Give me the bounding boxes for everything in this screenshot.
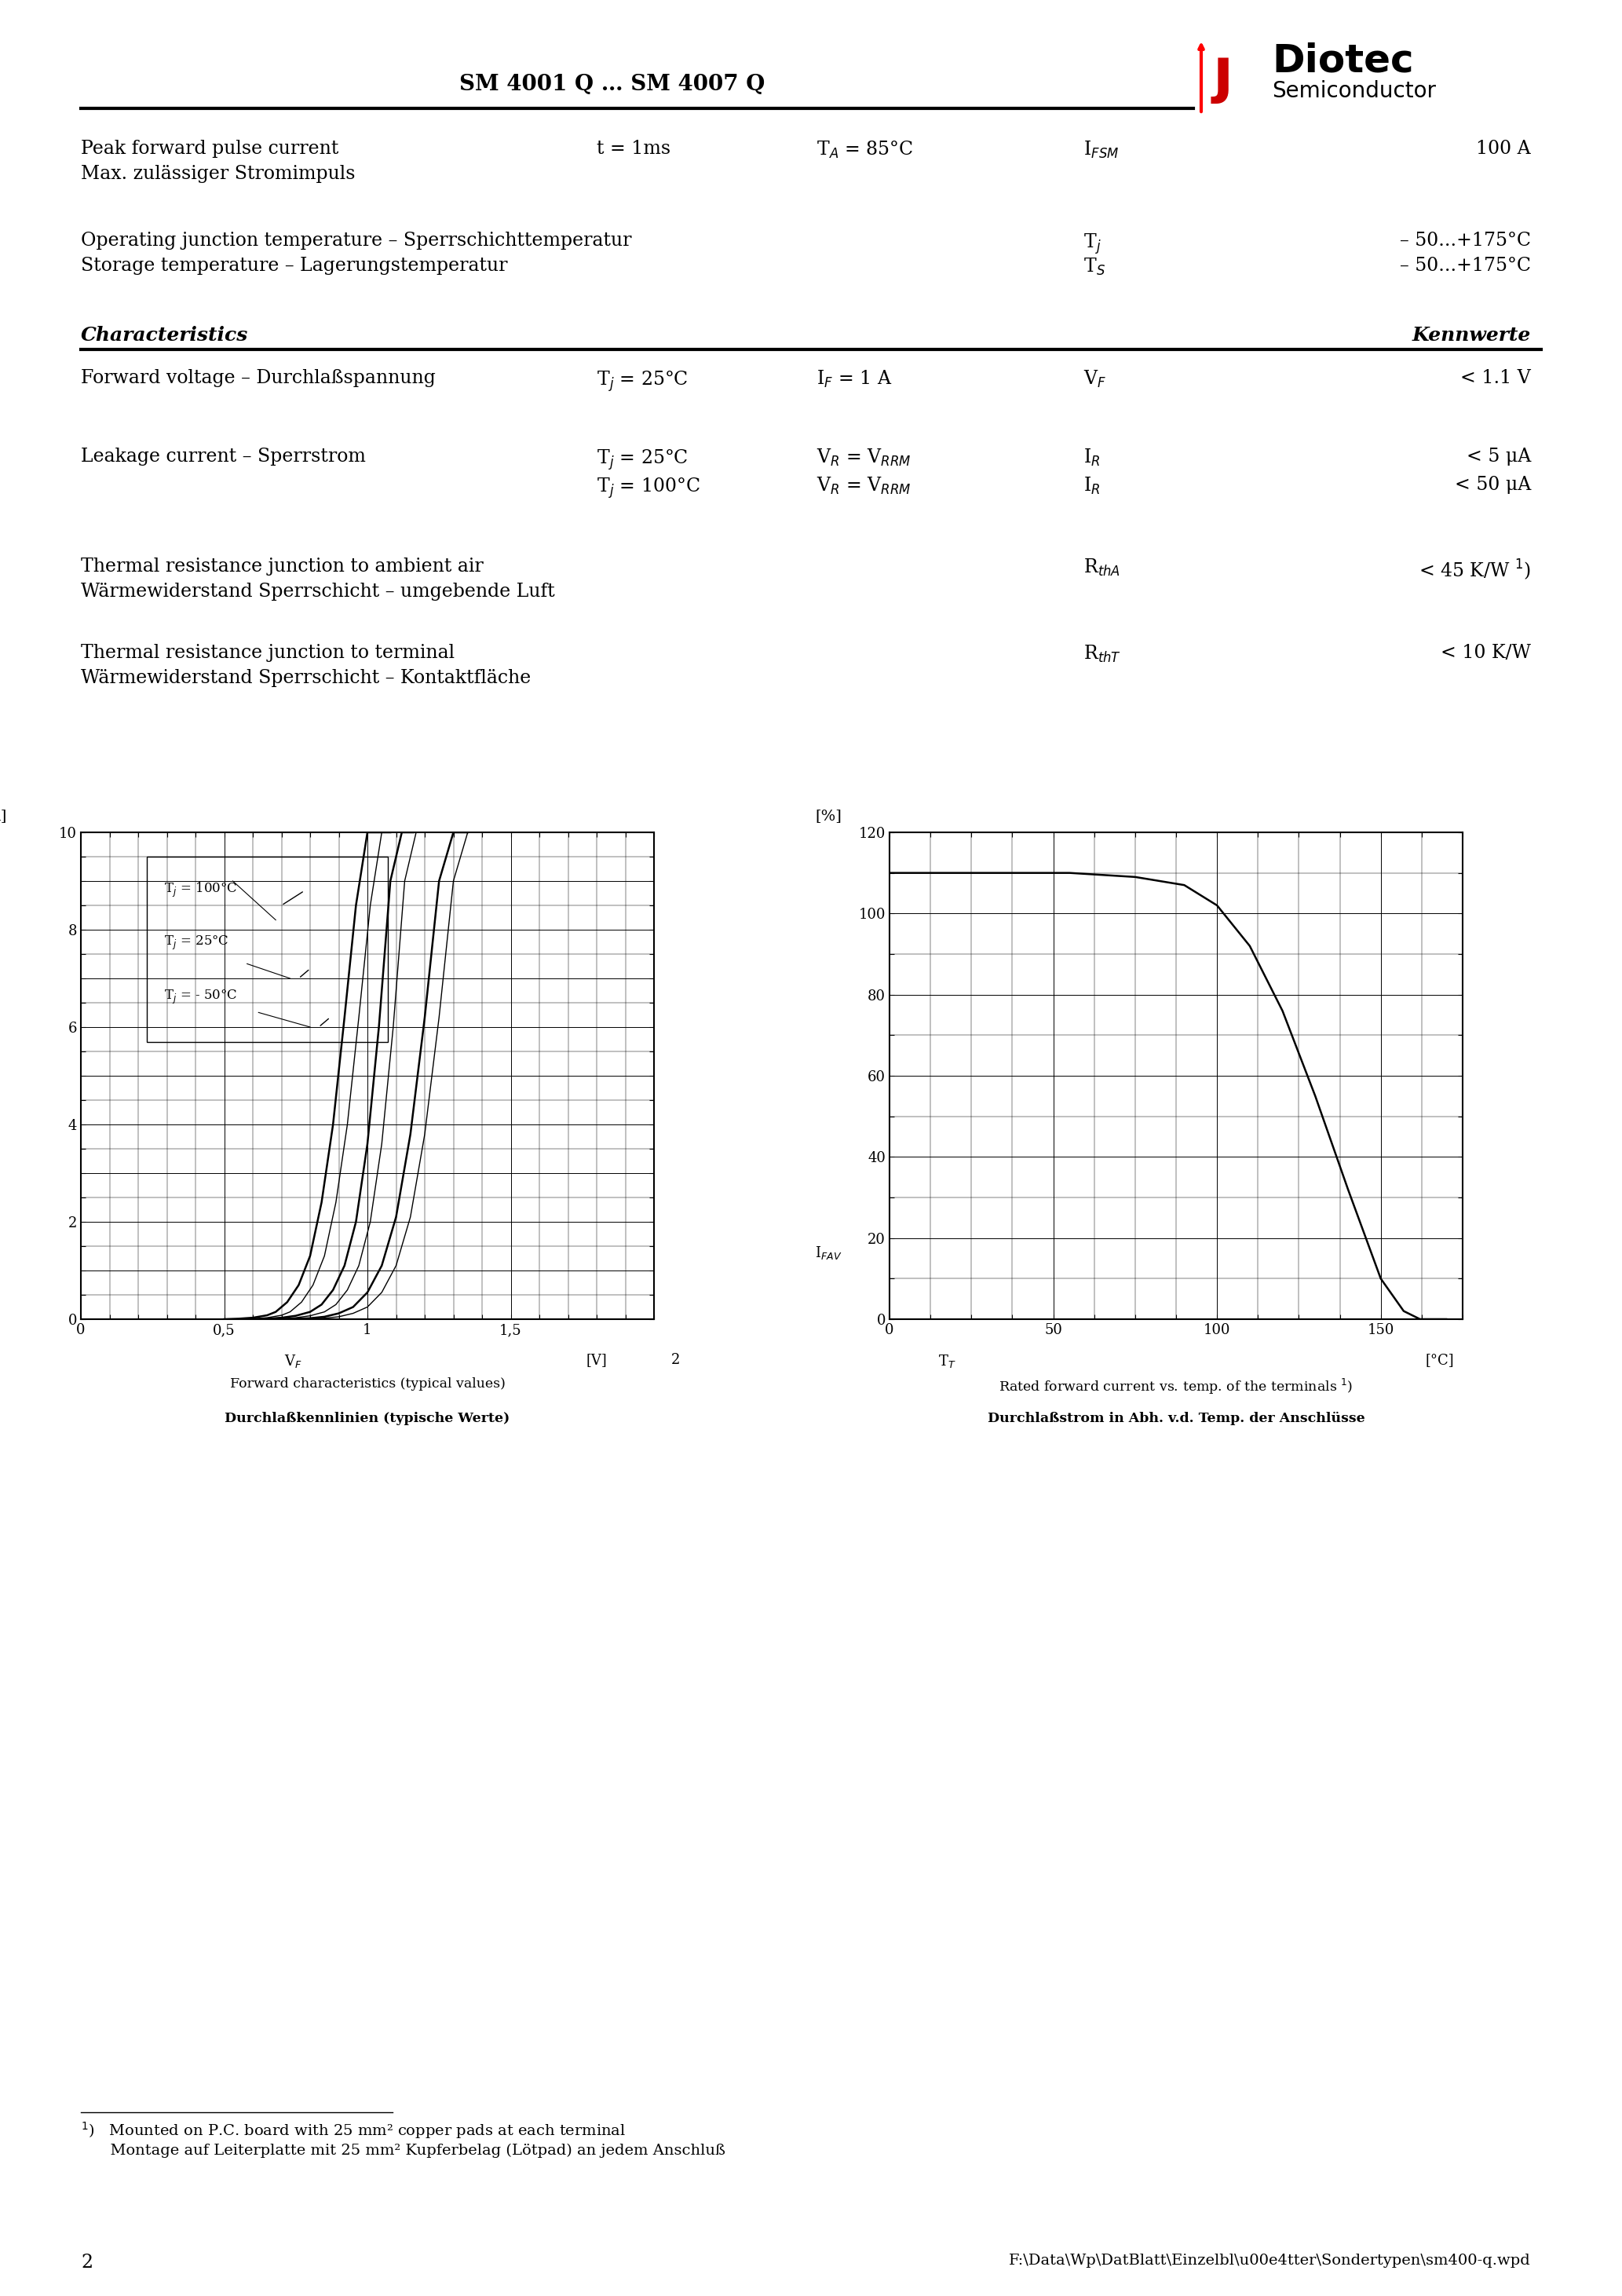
Text: – 50...+175°C: – 50...+175°C	[1400, 232, 1531, 250]
Text: 2: 2	[672, 1352, 680, 1368]
Text: T$_j$ = 25°C: T$_j$ = 25°C	[597, 448, 688, 471]
Text: Max. zulässiger Stromimpuls: Max. zulässiger Stromimpuls	[81, 165, 355, 184]
Text: T$_j$ = 100°C: T$_j$ = 100°C	[164, 882, 237, 900]
Text: T$_A$ = 85°C: T$_A$ = 85°C	[816, 140, 913, 161]
Text: T$_S$: T$_S$	[1083, 257, 1105, 278]
Text: V$_R$ = V$_{RRM}$: V$_R$ = V$_{RRM}$	[816, 475, 912, 496]
Bar	[146, 856, 388, 1042]
Text: I$_{FAV}$: I$_{FAV}$	[814, 1244, 842, 1261]
Text: Wärmewiderstand Sperrschicht – Kontaktfläche: Wärmewiderstand Sperrschicht – Kontaktfl…	[81, 668, 530, 687]
Text: T$_j$ = 25°C: T$_j$ = 25°C	[597, 370, 688, 393]
Text: Thermal resistance junction to terminal: Thermal resistance junction to terminal	[81, 643, 454, 661]
Text: T$_j$ = 25°C: T$_j$ = 25°C	[164, 934, 229, 953]
Text: Durchlaßstrom in Abh. v.d. Temp. der Anschlüsse: Durchlaßstrom in Abh. v.d. Temp. der Ans…	[988, 1412, 1364, 1426]
Text: V$_R$ = V$_{RRM}$: V$_R$ = V$_{RRM}$	[816, 448, 912, 468]
Text: < 10 K/W: < 10 K/W	[1440, 643, 1531, 661]
Text: SM 4001 Q … SM 4007 Q: SM 4001 Q … SM 4007 Q	[459, 73, 766, 96]
Text: Characteristics: Characteristics	[81, 326, 248, 344]
Text: < 45 K/W $^1$): < 45 K/W $^1$)	[1419, 558, 1531, 581]
Text: [°C]: [°C]	[1426, 1352, 1453, 1368]
Text: F:\Data\Wp\DatBlatt\Einzelbl\u00e4tter\Sondertypen\sm400-q.wpd: F:\Data\Wp\DatBlatt\Einzelbl\u00e4tter\S…	[1009, 2255, 1531, 2268]
Text: < 5 μA: < 5 μA	[1466, 448, 1531, 466]
Text: Diotec: Diotec	[1272, 41, 1414, 80]
Text: 2: 2	[81, 2255, 92, 2271]
Text: Forward characteristics (typical values): Forward characteristics (typical values)	[230, 1378, 504, 1391]
Text: V$_F$: V$_F$	[1083, 370, 1106, 390]
Text: [V]: [V]	[586, 1352, 607, 1368]
Text: R$_{thT}$: R$_{thT}$	[1083, 643, 1121, 664]
Text: I$_R$: I$_R$	[1083, 475, 1100, 496]
Text: Storage temperature – Lagerungstemperatur: Storage temperature – Lagerungstemperatu…	[81, 257, 508, 276]
Text: T$_j$ = 100°C: T$_j$ = 100°C	[597, 475, 701, 501]
Text: Rated forward current vs. temp. of the terminals $^1$): Rated forward current vs. temp. of the t…	[999, 1378, 1353, 1396]
Text: Kennwerte: Kennwerte	[1413, 326, 1531, 344]
Text: [%]: [%]	[814, 808, 842, 822]
Text: Peak forward pulse current: Peak forward pulse current	[81, 140, 339, 158]
Text: ȷ: ȷ	[1213, 46, 1233, 103]
Text: 100 A: 100 A	[1476, 140, 1531, 158]
Text: R$_{thA}$: R$_{thA}$	[1083, 558, 1121, 579]
Text: I$_{FSM}$: I$_{FSM}$	[1083, 140, 1119, 161]
Text: Durchlaßkennlinien (typische Werte): Durchlaßkennlinien (typische Werte)	[225, 1412, 509, 1426]
Text: Operating junction temperature – Sperrschichttemperatur: Operating junction temperature – Sperrsc…	[81, 232, 631, 250]
Text: T$_T$: T$_T$	[938, 1352, 955, 1371]
Text: t = 1ms: t = 1ms	[597, 140, 670, 158]
Text: Leakage current – Sperrstrom: Leakage current – Sperrstrom	[81, 448, 365, 466]
Text: < 50 μA: < 50 μA	[1455, 475, 1531, 494]
Text: T$_j$ = - 50°C: T$_j$ = - 50°C	[164, 987, 237, 1006]
Text: Wärmewiderstand Sperrschicht – umgebende Luft: Wärmewiderstand Sperrschicht – umgebende…	[81, 583, 555, 602]
Text: Montage auf Leiterplatte mit 25 mm² Kupferbelag (Lötpad) an jedem Anschluß: Montage auf Leiterplatte mit 25 mm² Kupf…	[81, 2144, 725, 2158]
Text: T$_j$: T$_j$	[1083, 232, 1101, 255]
Text: I$_F$ = 1 A: I$_F$ = 1 A	[816, 370, 892, 390]
Text: [A]: [A]	[0, 808, 6, 822]
Text: V$_F$: V$_F$	[284, 1352, 302, 1371]
Text: – 50...+175°C: – 50...+175°C	[1400, 257, 1531, 276]
Text: Thermal resistance junction to ambient air: Thermal resistance junction to ambient a…	[81, 558, 483, 576]
Text: Semiconductor: Semiconductor	[1272, 80, 1435, 101]
Text: < 1.1 V: < 1.1 V	[1460, 370, 1531, 388]
Text: I$_R$: I$_R$	[1083, 448, 1100, 468]
Text: $^1$)   Mounted on P.C. board with 25 mm² copper pads at each terminal: $^1$) Mounted on P.C. board with 25 mm² …	[81, 2119, 626, 2140]
Text: Forward voltage – Durchlaßspannung: Forward voltage – Durchlaßspannung	[81, 370, 436, 388]
